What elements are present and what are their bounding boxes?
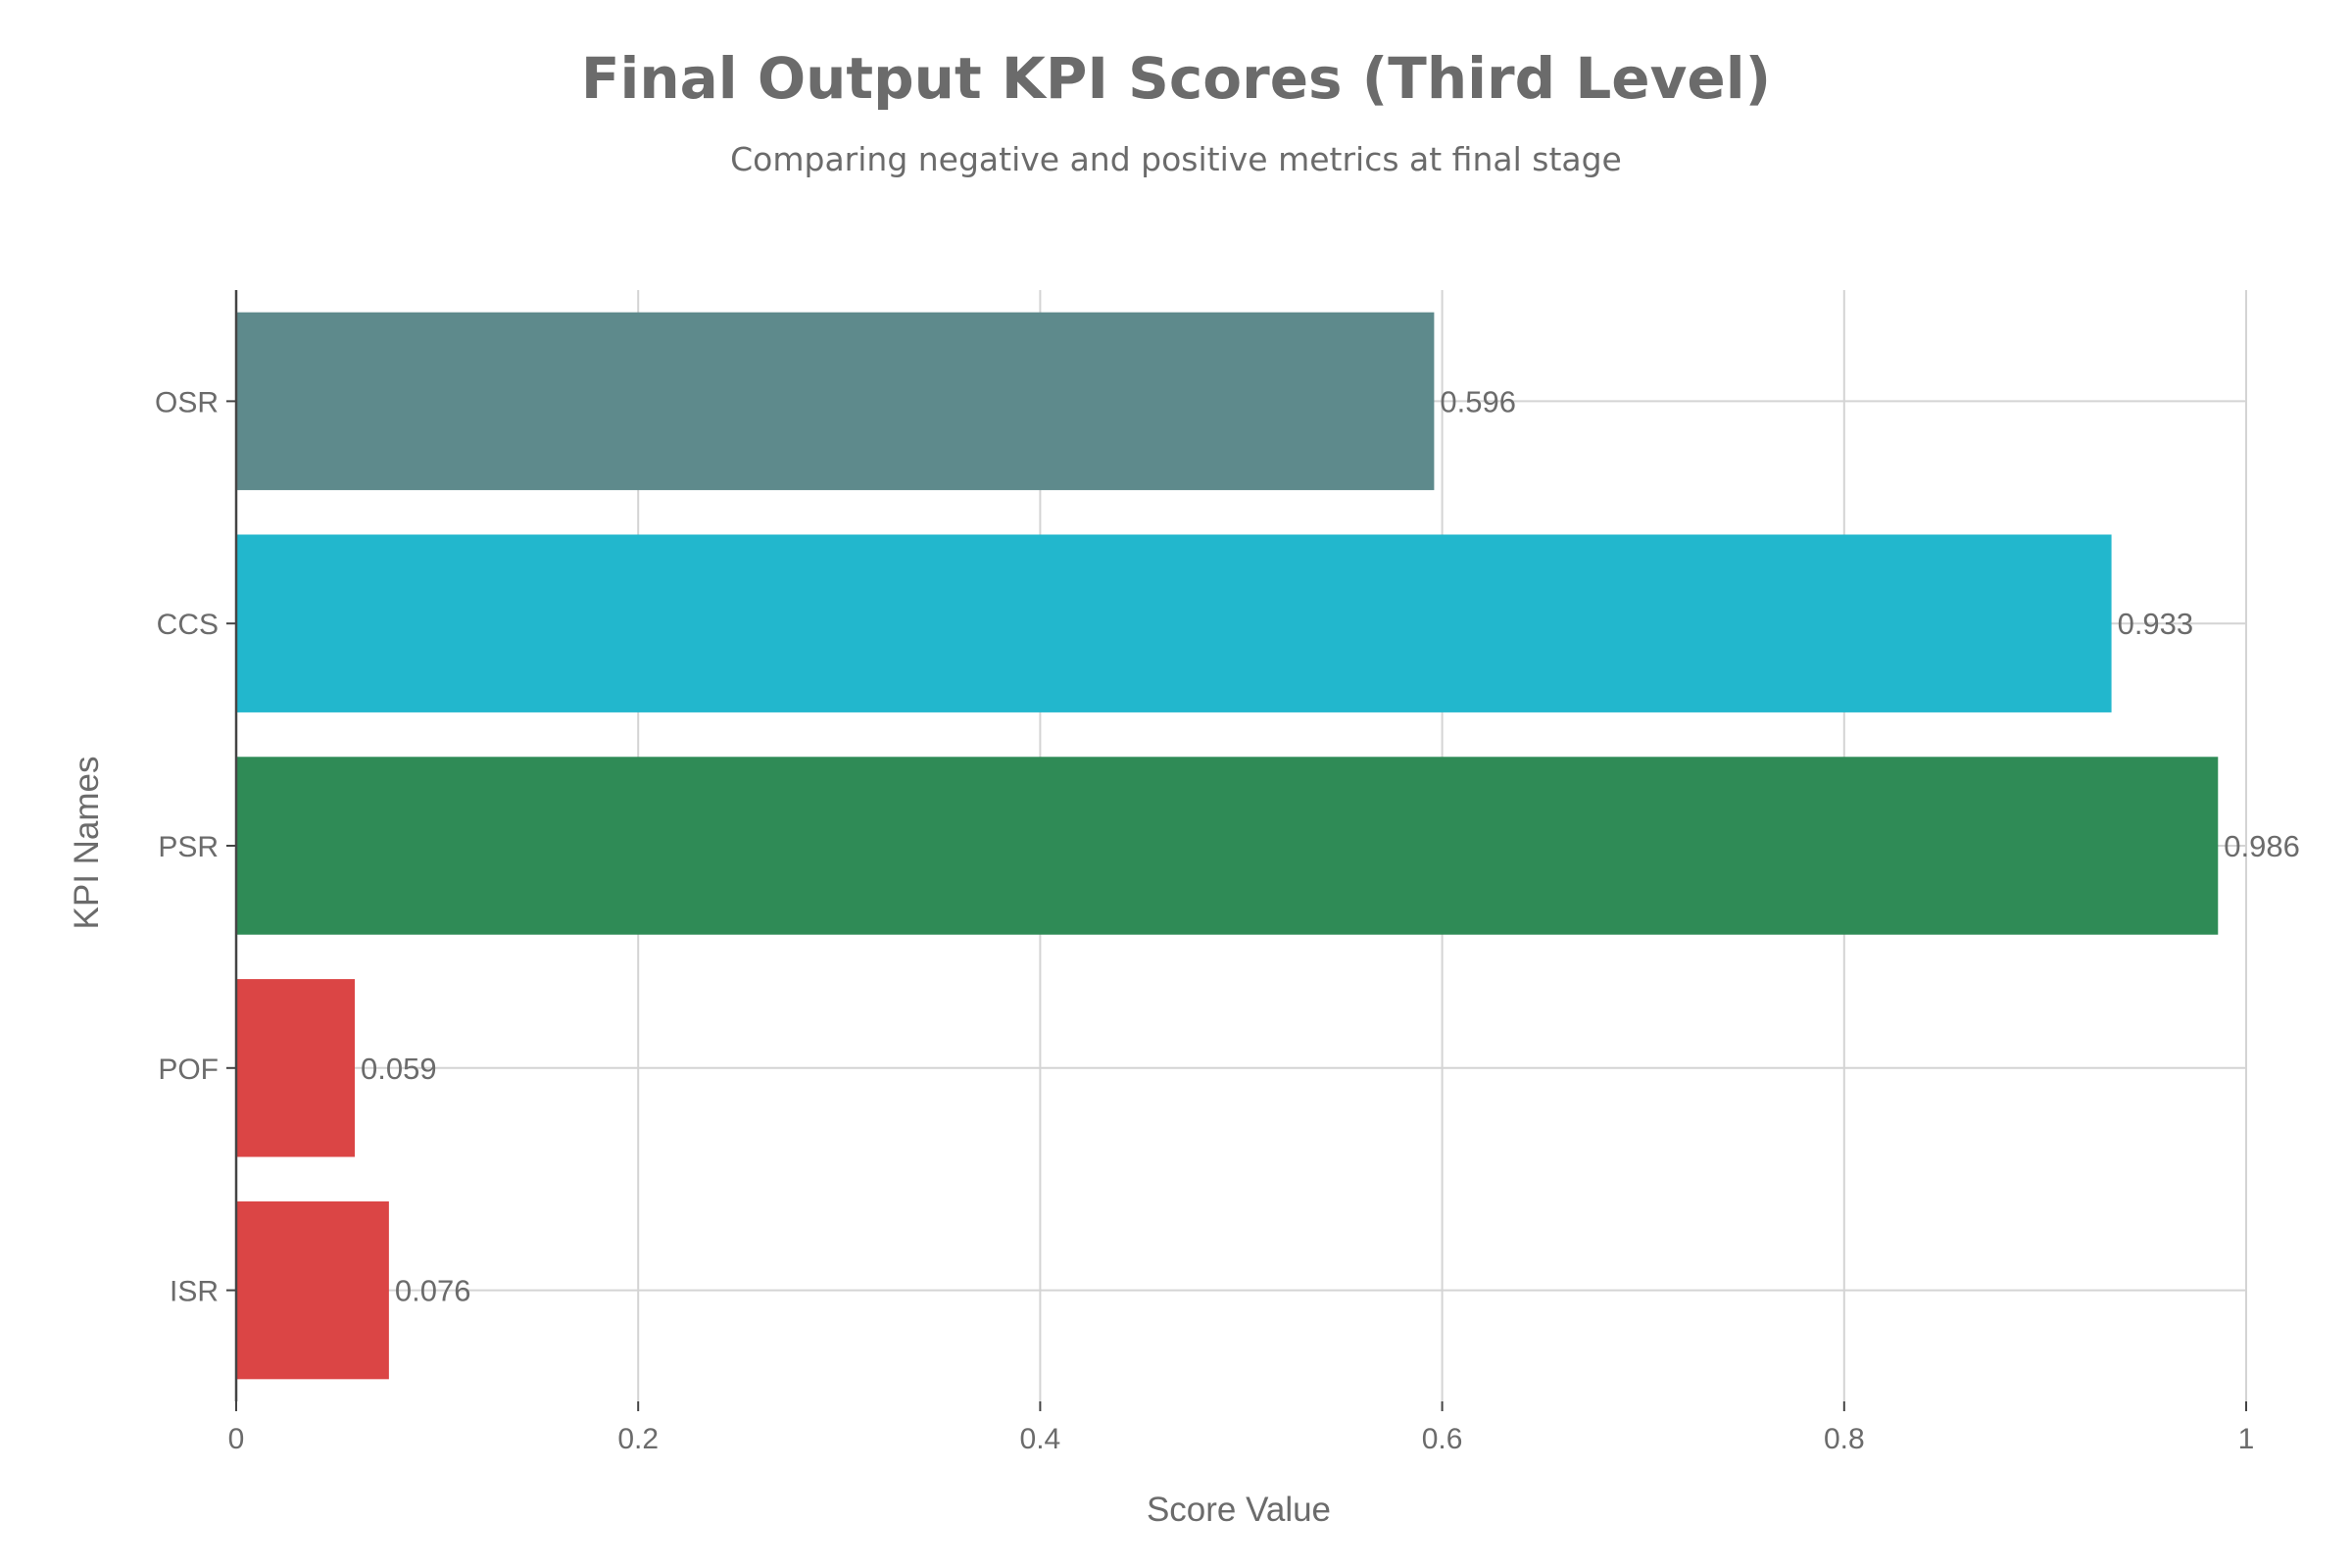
x-tick-label: 0.4 bbox=[1020, 1423, 1061, 1455]
chart-subtitle: Comparing negative and positive metrics … bbox=[730, 140, 1622, 178]
chart-title: Final Output KPI Scores (Third Level) bbox=[581, 45, 1771, 112]
data-label-psr: 0.986 bbox=[2224, 829, 2300, 863]
x-tick-label: 1 bbox=[2238, 1423, 2255, 1455]
x-tick-label: 0.6 bbox=[1422, 1423, 1463, 1455]
y-tick-label: ISR bbox=[170, 1276, 219, 1308]
data-label-isr: 0.076 bbox=[395, 1274, 471, 1308]
y-tick-label: CCS bbox=[157, 609, 219, 641]
data-label-ccs: 0.933 bbox=[2118, 607, 2194, 641]
y-tick-label: OSR bbox=[155, 386, 219, 418]
x-tick-label: 0.2 bbox=[617, 1423, 659, 1455]
bar-osr bbox=[236, 312, 1435, 491]
bar-pof bbox=[236, 979, 356, 1157]
x-tick-label: 0 bbox=[228, 1423, 245, 1455]
data-label-osr: 0.596 bbox=[1440, 384, 1516, 418]
y-axis-title: KPI Names bbox=[68, 757, 106, 930]
y-tick-label: POF bbox=[158, 1054, 219, 1086]
y-tick-label: PSR bbox=[158, 831, 219, 863]
x-axis-title: Score Value bbox=[1147, 1491, 1331, 1529]
plot-area: 0.596 OSR 0.933 CCS 0.986 PSR 0.059 POF 0.076 ISR… bbox=[155, 290, 2300, 1455]
bar-isr bbox=[236, 1200, 389, 1380]
x-tick-label: 0.8 bbox=[1824, 1423, 1865, 1455]
bar-psr bbox=[236, 757, 2219, 935]
data-label-pof: 0.059 bbox=[361, 1052, 437, 1086]
bar-ccs bbox=[236, 534, 2112, 712]
